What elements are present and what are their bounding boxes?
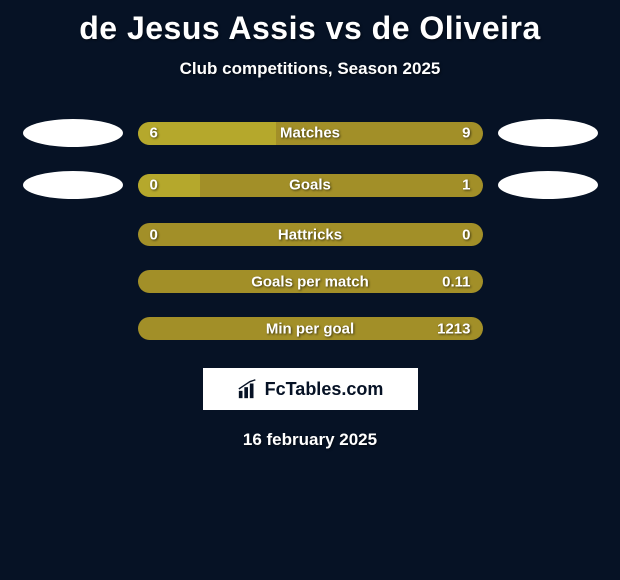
stat-label: Matches [280, 125, 340, 142]
stat-value-right: 9 [462, 125, 470, 142]
page-title: de Jesus Assis vs de Oliveira [0, 10, 620, 47]
date-text: 16 february 2025 [0, 430, 620, 450]
stat-bar: 0 Goals 1 [138, 174, 483, 197]
stat-value-right: 1 [462, 177, 470, 194]
chart-icon [237, 378, 259, 400]
stat-label: Goals per match [251, 273, 369, 290]
stat-value-right: 0 [462, 226, 470, 243]
stat-bar: 6 Matches 9 [138, 122, 483, 145]
subtitle: Club competitions, Season 2025 [0, 59, 620, 79]
stat-value-right: 1213 [437, 320, 470, 337]
stat-bar-fill [138, 122, 276, 145]
stat-label: Min per goal [266, 320, 354, 337]
stat-value-right: 0.11 [442, 273, 470, 290]
stat-bar: 0 Hattricks 0 [138, 223, 483, 246]
club-badge-right [498, 119, 598, 147]
stats-rows: 6 Matches 9 0 Goals 1 0 Hattricks 0 Goals per mat… [0, 119, 620, 340]
club-badge-right [498, 171, 598, 199]
club-badge-left [23, 119, 123, 147]
stat-row: 0 Hattricks 0 [0, 223, 620, 246]
club-badge-left [23, 171, 123, 199]
stat-label: Hattricks [278, 226, 342, 243]
stat-bar: Goals per match 0.11 [138, 270, 483, 293]
stat-value-left: 6 [150, 125, 158, 142]
stat-value-left: 0 [150, 226, 158, 243]
branding-logo[interactable]: FcTables.com [203, 368, 418, 410]
stat-row: 0 Goals 1 [0, 171, 620, 199]
logo-text: FcTables.com [265, 379, 384, 400]
stat-value-left: 0 [150, 177, 158, 194]
stat-label: Goals [289, 177, 331, 194]
stat-bar: Min per goal 1213 [138, 317, 483, 340]
stat-row: Goals per match 0.11 [0, 270, 620, 293]
stat-row: Min per goal 1213 [0, 317, 620, 340]
stat-row: 6 Matches 9 [0, 119, 620, 147]
comparison-widget: de Jesus Assis vs de Oliveira Club compe… [0, 0, 620, 460]
stat-bar-fill [138, 174, 200, 197]
